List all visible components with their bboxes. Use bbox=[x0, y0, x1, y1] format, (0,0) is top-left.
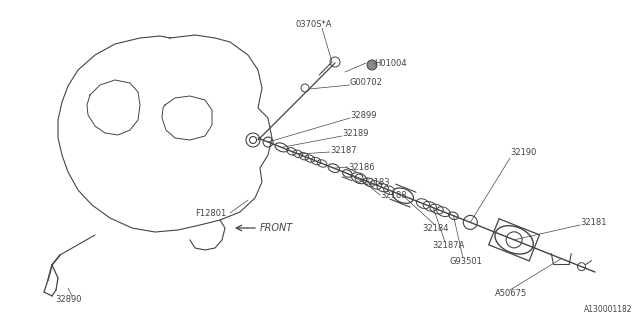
Ellipse shape bbox=[392, 188, 413, 203]
Text: 32188: 32188 bbox=[380, 190, 406, 199]
Text: 32187: 32187 bbox=[330, 146, 356, 155]
Text: FRONT: FRONT bbox=[260, 223, 293, 233]
Text: 32899: 32899 bbox=[350, 110, 376, 119]
Text: F12801: F12801 bbox=[195, 209, 227, 218]
Text: A50675: A50675 bbox=[495, 289, 527, 298]
Text: 32189: 32189 bbox=[342, 129, 369, 138]
Text: 32183: 32183 bbox=[363, 178, 390, 187]
Text: A130001182: A130001182 bbox=[584, 306, 632, 315]
Ellipse shape bbox=[495, 226, 533, 254]
Text: G00702: G00702 bbox=[350, 77, 383, 86]
Ellipse shape bbox=[351, 173, 367, 184]
Circle shape bbox=[250, 137, 257, 143]
Text: 0370S*A: 0370S*A bbox=[295, 20, 332, 28]
Text: G93501: G93501 bbox=[450, 258, 483, 267]
Text: 32190: 32190 bbox=[510, 148, 536, 156]
Text: 32890: 32890 bbox=[55, 295, 81, 305]
Circle shape bbox=[367, 60, 377, 70]
Text: H01004: H01004 bbox=[374, 59, 406, 68]
Text: 32187A: 32187A bbox=[432, 241, 465, 250]
Text: 32181: 32181 bbox=[580, 218, 607, 227]
Text: 32184: 32184 bbox=[422, 223, 449, 233]
Text: 32186: 32186 bbox=[348, 163, 374, 172]
